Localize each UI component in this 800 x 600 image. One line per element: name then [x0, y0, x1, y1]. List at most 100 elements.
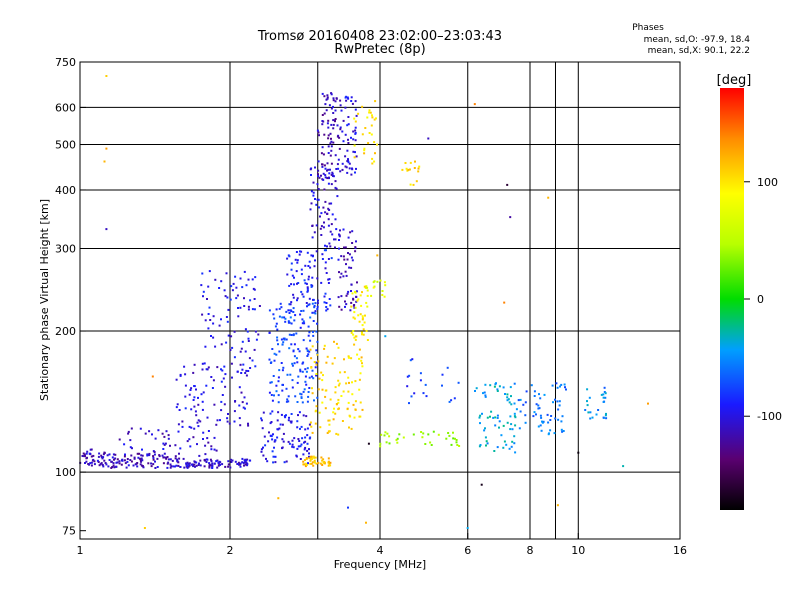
echo-point: [317, 160, 320, 163]
echo-point: [383, 434, 386, 437]
echo-point: [187, 463, 190, 466]
echo-point: [239, 465, 242, 468]
echo-point: [350, 290, 352, 292]
echo-point: [295, 357, 298, 360]
echo-point: [246, 463, 249, 465]
echo-point: [315, 250, 318, 253]
echo-point: [587, 411, 590, 414]
echo-point: [102, 456, 105, 459]
echo-point: [337, 379, 340, 382]
echo-point: [562, 430, 565, 432]
echo-point: [213, 403, 216, 406]
echo-point: [288, 442, 291, 445]
echo-point: [190, 426, 193, 429]
echo-point: [302, 414, 305, 417]
echo-point: [622, 465, 625, 468]
echo-point: [237, 315, 240, 318]
echo-point: [340, 295, 343, 298]
echo-point: [316, 308, 319, 310]
echo-point: [560, 383, 563, 386]
echo-point: [212, 336, 215, 339]
echo-point: [175, 406, 178, 409]
echo-point: [138, 457, 141, 460]
echo-point: [363, 321, 366, 324]
echo-point: [281, 423, 284, 426]
echo-point: [242, 462, 245, 464]
echo-point: [353, 117, 356, 120]
echo-point: [407, 168, 410, 171]
echo-point: [185, 462, 188, 465]
echo-point: [338, 233, 340, 236]
echo-point: [193, 385, 196, 387]
echo-point: [316, 183, 319, 186]
echo-point: [327, 207, 330, 210]
echo-point: [204, 444, 207, 447]
echo-point: [112, 453, 115, 456]
echo-point: [339, 104, 342, 107]
y-tick-label: 100: [55, 466, 76, 479]
echo-point: [309, 421, 312, 424]
echo-point: [154, 437, 157, 440]
echo-point: [339, 170, 342, 173]
echo-point: [432, 430, 435, 433]
echo-point: [276, 419, 279, 422]
echo-point: [192, 399, 195, 401]
echo-point: [224, 465, 227, 468]
echo-point: [296, 299, 298, 302]
echo-point: [253, 308, 256, 311]
echo-point: [484, 436, 487, 439]
echo-point: [127, 432, 130, 435]
echo-point: [324, 244, 326, 247]
echo-point: [330, 162, 333, 165]
echo-point: [337, 346, 340, 349]
echo-point: [301, 401, 304, 404]
echo-point: [351, 381, 353, 384]
echo-point: [347, 158, 349, 161]
echo-point: [292, 311, 295, 313]
echo-point: [224, 373, 227, 376]
echo-point: [330, 140, 333, 143]
echo-point: [506, 399, 509, 402]
echo-point: [328, 172, 331, 175]
echo-point: [292, 293, 295, 296]
echo-point: [314, 259, 316, 262]
echo-point: [351, 242, 354, 244]
echo-point: [530, 384, 533, 387]
echo-point: [480, 483, 483, 486]
echo-point: [188, 393, 191, 396]
echo-point: [316, 302, 319, 305]
echo-point: [303, 279, 306, 282]
echo-point: [342, 390, 345, 393]
echo-point: [374, 152, 376, 155]
echo-point: [332, 99, 335, 102]
echo-point: [210, 460, 213, 463]
echo-point: [379, 279, 382, 282]
echo-point: [307, 395, 310, 398]
echo-point: [243, 270, 246, 273]
echo-point: [353, 306, 356, 309]
echo-point: [358, 388, 361, 391]
echo-point: [261, 427, 264, 430]
echo-point: [324, 395, 327, 398]
echo-point: [208, 463, 211, 466]
y-tick-label: 200: [55, 325, 76, 338]
echo-point: [292, 446, 295, 449]
echo-point: [354, 126, 357, 129]
echo-point: [563, 383, 566, 386]
echo-point: [405, 167, 408, 170]
echo-point: [293, 355, 296, 358]
echo-point: [320, 212, 323, 215]
echo-point: [539, 424, 542, 427]
echo-point: [309, 339, 312, 342]
echo-point: [354, 171, 356, 174]
echo-point: [301, 318, 304, 321]
echo-point: [493, 450, 496, 452]
echo-point: [450, 399, 453, 402]
echo-point: [209, 458, 212, 461]
echo-point: [321, 163, 323, 166]
echo-point: [452, 437, 455, 440]
echo-point: [326, 355, 329, 358]
echo-point: [494, 424, 497, 427]
echo-point: [334, 386, 337, 389]
echo-point: [228, 422, 231, 425]
